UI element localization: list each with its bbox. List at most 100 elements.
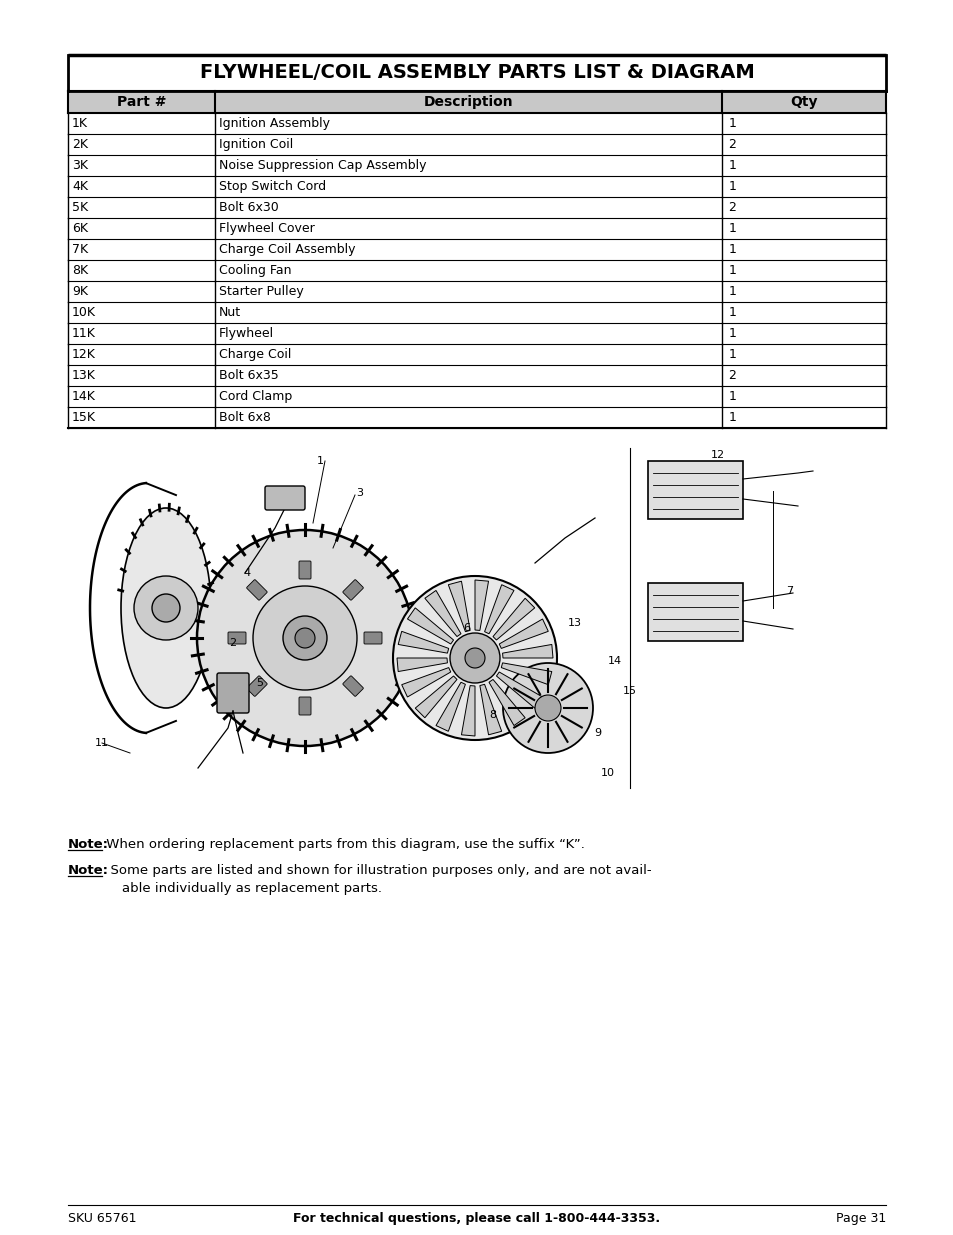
- FancyBboxPatch shape: [364, 632, 381, 643]
- Circle shape: [196, 530, 413, 746]
- Text: Noise Suppression Cap Assembly: Noise Suppression Cap Assembly: [219, 159, 426, 172]
- Bar: [68, 366, 885, 387]
- Polygon shape: [502, 645, 553, 658]
- Text: 13K: 13K: [71, 369, 95, 382]
- Bar: [68, 303, 885, 324]
- Text: 11K: 11K: [71, 327, 95, 340]
- Text: 10K: 10K: [71, 306, 96, 319]
- Circle shape: [152, 594, 180, 622]
- Polygon shape: [496, 672, 542, 708]
- Text: Stop Switch Cord: Stop Switch Cord: [219, 180, 326, 193]
- Text: 15K: 15K: [71, 411, 96, 424]
- Text: 9: 9: [594, 727, 601, 739]
- Text: Bolt 6x8: Bolt 6x8: [219, 411, 271, 424]
- Bar: [68, 324, 885, 345]
- Polygon shape: [493, 598, 535, 640]
- Text: 8K: 8K: [71, 264, 88, 277]
- Circle shape: [450, 634, 499, 683]
- Text: 4K: 4K: [71, 180, 88, 193]
- Bar: [68, 345, 885, 366]
- Text: Note:: Note:: [68, 864, 109, 877]
- Bar: [68, 387, 885, 408]
- Text: 12K: 12K: [71, 348, 95, 361]
- Polygon shape: [500, 663, 551, 684]
- Circle shape: [502, 663, 593, 753]
- Bar: [647, 583, 742, 641]
- FancyBboxPatch shape: [216, 673, 249, 713]
- Text: 5: 5: [256, 678, 263, 688]
- Text: 1K: 1K: [71, 117, 88, 130]
- Text: 1: 1: [728, 285, 736, 298]
- Text: 13: 13: [567, 618, 581, 629]
- Polygon shape: [436, 682, 465, 731]
- Text: Bolt 6x30: Bolt 6x30: [219, 201, 278, 214]
- Text: Charge Coil: Charge Coil: [219, 348, 292, 361]
- Circle shape: [253, 585, 356, 690]
- Polygon shape: [397, 631, 448, 653]
- FancyBboxPatch shape: [298, 697, 311, 715]
- Bar: [68, 198, 885, 219]
- Text: 14: 14: [607, 656, 621, 666]
- Text: 1: 1: [728, 222, 736, 235]
- Text: 2: 2: [728, 201, 736, 214]
- Text: 8: 8: [489, 710, 497, 720]
- FancyBboxPatch shape: [247, 676, 267, 697]
- Text: 1: 1: [316, 456, 323, 466]
- Bar: [68, 408, 885, 429]
- Text: 1: 1: [728, 348, 736, 361]
- FancyBboxPatch shape: [342, 676, 363, 697]
- Text: 7K: 7K: [71, 243, 88, 256]
- Polygon shape: [489, 679, 524, 725]
- Polygon shape: [461, 685, 475, 736]
- Text: Qty: Qty: [790, 95, 817, 109]
- Text: 10: 10: [600, 768, 615, 778]
- FancyBboxPatch shape: [342, 579, 363, 600]
- Text: 2K: 2K: [71, 138, 88, 151]
- Text: Flywheel Cover: Flywheel Cover: [219, 222, 314, 235]
- Text: 9K: 9K: [71, 285, 88, 298]
- Text: 1: 1: [728, 390, 736, 403]
- Text: 12: 12: [710, 450, 724, 459]
- Circle shape: [393, 576, 557, 740]
- Text: 1: 1: [728, 117, 736, 130]
- Text: When ordering replacement parts from this diagram, use the suffix “K”.: When ordering replacement parts from thi…: [102, 839, 584, 851]
- Bar: [68, 135, 885, 156]
- Text: 6K: 6K: [71, 222, 88, 235]
- Text: Part #: Part #: [117, 95, 166, 109]
- Polygon shape: [401, 668, 450, 697]
- Polygon shape: [484, 584, 514, 634]
- Bar: [68, 156, 885, 177]
- Text: 1: 1: [728, 243, 736, 256]
- Text: 5K: 5K: [71, 201, 88, 214]
- Text: 2: 2: [230, 638, 236, 648]
- Text: Some parts are listed and shown for illustration purposes only, and are not avai: Some parts are listed and shown for illu…: [102, 864, 651, 877]
- Text: 4: 4: [243, 568, 251, 578]
- Text: 2: 2: [728, 369, 736, 382]
- Polygon shape: [475, 580, 488, 630]
- FancyBboxPatch shape: [265, 487, 305, 510]
- Polygon shape: [415, 676, 456, 718]
- Bar: [68, 91, 885, 112]
- Polygon shape: [479, 684, 501, 735]
- Text: 7: 7: [785, 585, 793, 597]
- Polygon shape: [407, 608, 453, 643]
- Polygon shape: [498, 619, 548, 648]
- Bar: [68, 112, 885, 135]
- Text: 14K: 14K: [71, 390, 95, 403]
- Polygon shape: [448, 582, 470, 631]
- Text: 1: 1: [728, 411, 736, 424]
- Text: 1: 1: [728, 159, 736, 172]
- Text: Bolt 6x35: Bolt 6x35: [219, 369, 278, 382]
- Bar: [647, 461, 742, 519]
- FancyBboxPatch shape: [298, 561, 311, 579]
- Text: Page 31: Page 31: [835, 1212, 885, 1225]
- Text: 1: 1: [728, 306, 736, 319]
- Text: Cord Clamp: Cord Clamp: [219, 390, 293, 403]
- Text: Description: Description: [423, 95, 513, 109]
- Text: Note:: Note:: [68, 839, 109, 851]
- Circle shape: [294, 629, 314, 648]
- Circle shape: [464, 648, 484, 668]
- Text: 3K: 3K: [71, 159, 88, 172]
- Text: 1: 1: [728, 264, 736, 277]
- Circle shape: [133, 576, 198, 640]
